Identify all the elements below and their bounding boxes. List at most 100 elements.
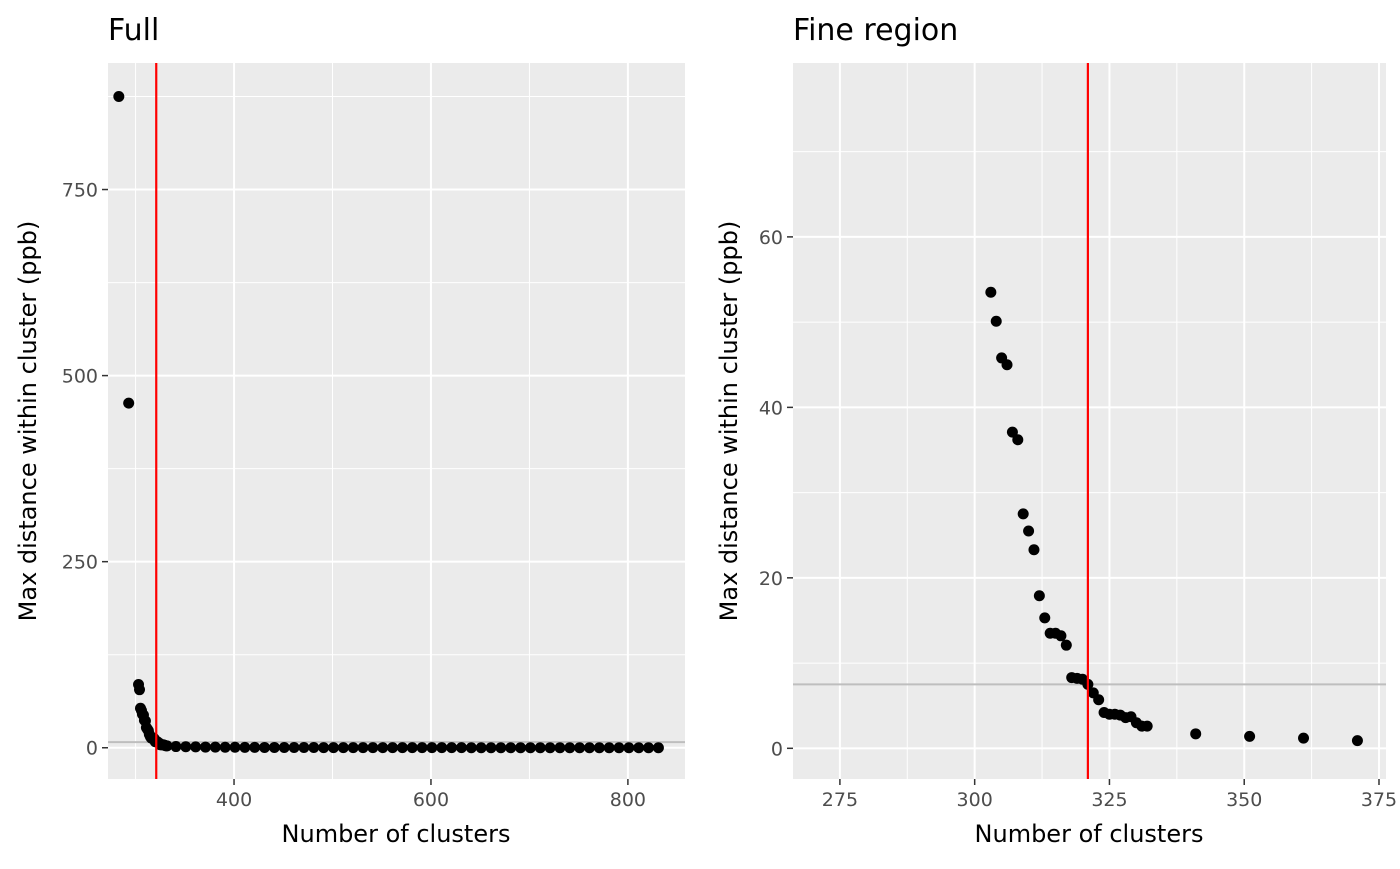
data-point — [1039, 612, 1051, 624]
data-point — [1351, 735, 1363, 747]
data-point — [505, 742, 517, 754]
data-point — [455, 742, 467, 754]
data-point — [1001, 359, 1013, 371]
x-tick-label: 375 — [1361, 789, 1397, 811]
x-tick-label: 800 — [610, 789, 646, 811]
data-point — [426, 742, 438, 754]
data-point — [544, 742, 556, 754]
data-point — [199, 741, 211, 753]
data-point — [416, 742, 428, 754]
panel-fine-region-background — [793, 63, 1386, 779]
data-point — [574, 742, 586, 754]
data-point — [613, 742, 625, 754]
data-point — [134, 684, 146, 696]
data-point — [593, 742, 605, 754]
data-point — [259, 741, 271, 753]
data-point — [524, 742, 536, 754]
data-point — [406, 742, 418, 754]
panel-full-title: Full — [108, 13, 159, 48]
data-point — [1244, 730, 1256, 742]
data-point — [337, 742, 349, 754]
data-point — [209, 741, 221, 753]
panel-full-ticks: 400 600 800 0 250 500 750 — [62, 180, 646, 811]
panel-full: 400 600 800 0 250 500 750 Full Number of clust… — [14, 13, 685, 848]
x-tick-label: 400 — [216, 789, 252, 811]
data-point — [652, 742, 664, 754]
panel-full-points — [113, 63, 664, 779]
data-point — [1298, 732, 1310, 744]
data-point — [495, 742, 507, 754]
data-point — [583, 742, 595, 754]
panel-fine-region-x-axis-title: Number of clusters — [975, 820, 1204, 848]
y-tick-label: 20 — [759, 568, 783, 590]
data-point — [308, 742, 320, 754]
data-point — [357, 742, 369, 754]
data-point — [603, 742, 615, 754]
data-point — [1093, 694, 1105, 706]
data-point — [643, 742, 655, 754]
data-point — [633, 742, 645, 754]
data-point — [1006, 426, 1018, 438]
data-point — [623, 742, 635, 754]
data-point — [268, 741, 280, 753]
panel-fine-region-grid — [793, 63, 1386, 779]
data-point — [229, 741, 241, 753]
data-point — [534, 742, 546, 754]
panel-full-x-axis-title: Number of clusters — [282, 820, 511, 848]
y-tick-label: 750 — [62, 180, 98, 202]
data-point — [1023, 525, 1035, 537]
data-point — [123, 397, 135, 409]
data-point — [1012, 434, 1024, 446]
y-tick-label: 60 — [759, 227, 783, 249]
y-tick-label: 0 — [771, 738, 783, 760]
data-point — [113, 90, 125, 102]
data-point — [180, 741, 192, 753]
data-point — [990, 315, 1002, 327]
x-tick-label: 325 — [1091, 789, 1127, 811]
x-tick-label: 300 — [957, 789, 993, 811]
data-point — [1141, 720, 1153, 732]
data-point — [327, 742, 339, 754]
data-point — [239, 741, 251, 753]
data-point — [219, 741, 231, 753]
data-point — [436, 742, 448, 754]
x-tick-label: 350 — [1226, 789, 1262, 811]
panel-fine-region-ticks: 275 300 325 350 375 0 20 40 60 — [759, 227, 1397, 811]
panel-full-background — [108, 63, 685, 779]
panel-fine-region-title: Fine region — [793, 13, 958, 48]
data-point — [288, 742, 300, 754]
data-point — [161, 740, 173, 752]
panel-fine-region-y-axis-title: Max distance within cluster (ppb) — [715, 221, 743, 622]
y-tick-label: 0 — [86, 738, 98, 760]
data-point — [485, 742, 497, 754]
data-point — [190, 741, 202, 753]
data-point — [318, 742, 330, 754]
data-point — [515, 742, 527, 754]
data-point — [1055, 630, 1067, 642]
x-tick-label: 600 — [413, 789, 449, 811]
data-point — [347, 742, 359, 754]
data-point — [1028, 544, 1040, 556]
panel-full-y-axis-title: Max distance within cluster (ppb) — [14, 221, 42, 622]
data-point — [465, 742, 477, 754]
panel-fine-region: 275 300 325 350 375 0 20 40 60 Fine region Numbe… — [715, 13, 1397, 848]
data-point — [554, 742, 566, 754]
data-point — [170, 741, 182, 753]
data-point — [985, 286, 997, 298]
panel-fine-region-points — [985, 63, 1363, 779]
y-tick-label: 500 — [62, 366, 98, 388]
x-tick-label: 275 — [822, 789, 858, 811]
y-tick-label: 40 — [759, 397, 783, 419]
data-point — [367, 742, 379, 754]
data-point — [1033, 590, 1045, 602]
data-point — [387, 742, 399, 754]
data-point — [249, 741, 261, 753]
data-point — [1017, 508, 1029, 520]
data-point — [396, 742, 408, 754]
data-point — [377, 742, 389, 754]
data-point — [278, 742, 290, 754]
data-point — [298, 742, 310, 754]
data-point — [1060, 639, 1072, 651]
data-point — [564, 742, 576, 754]
